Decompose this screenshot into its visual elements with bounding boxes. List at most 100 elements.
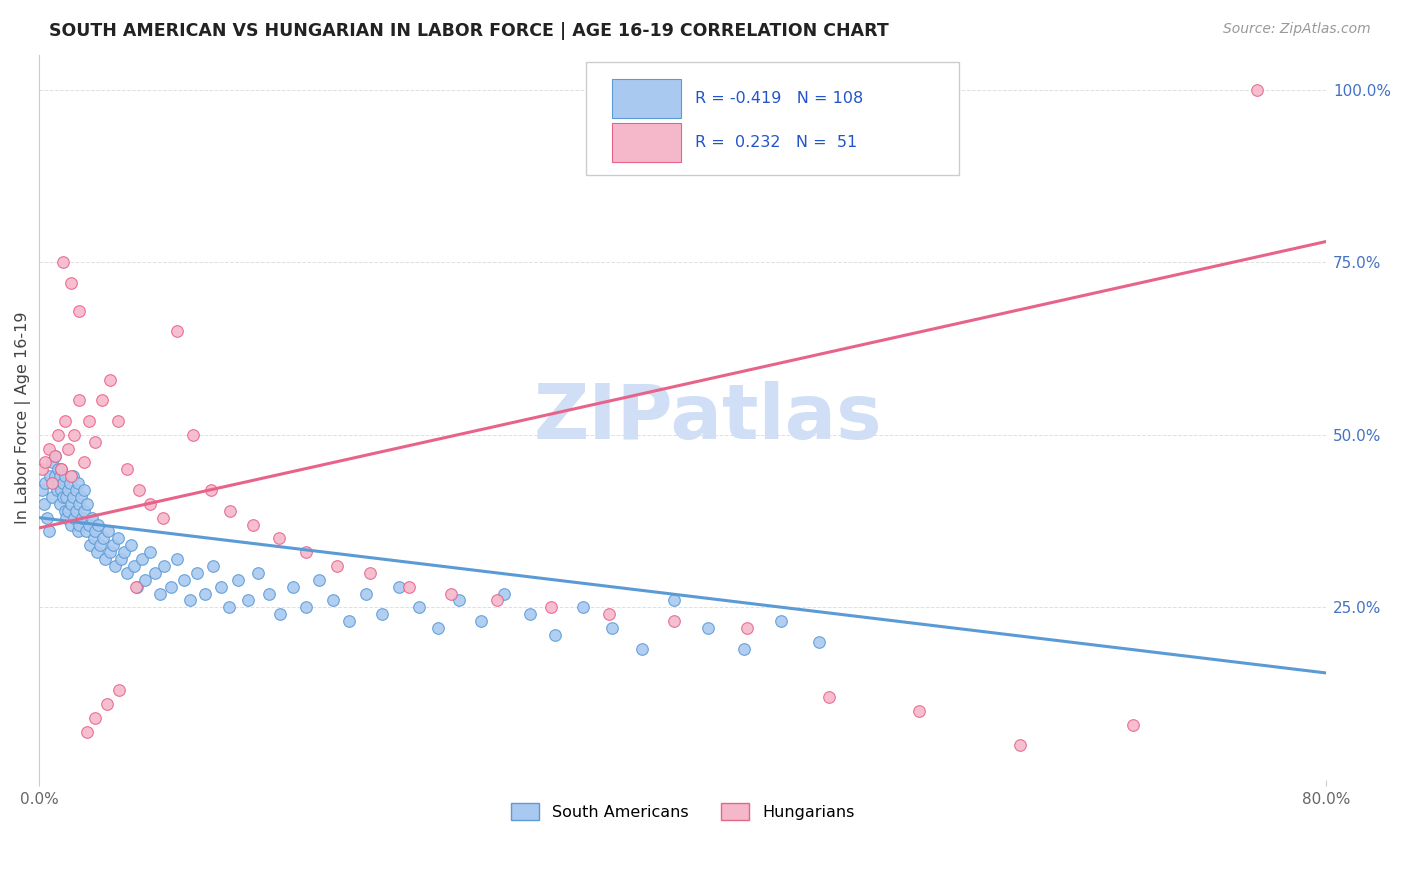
Point — [84, 434, 107, 449]
Point — [103, 558, 125, 573]
Point — [325, 558, 347, 573]
Point — [62, 469, 84, 483]
Point — [60, 497, 83, 511]
Point — [56, 442, 79, 456]
Point — [56, 483, 79, 497]
Point — [46, 476, 69, 491]
Point — [209, 580, 232, 594]
Point — [426, 621, 449, 635]
Point — [818, 690, 841, 705]
Point — [149, 586, 172, 600]
Point — [53, 469, 76, 483]
Point — [388, 580, 411, 594]
Point — [84, 711, 107, 725]
Point — [87, 517, 110, 532]
Point — [60, 469, 83, 483]
Point — [72, 510, 94, 524]
Point — [664, 614, 686, 628]
FancyBboxPatch shape — [612, 79, 682, 119]
Point — [98, 545, 121, 559]
Point — [63, 510, 86, 524]
Point — [58, 476, 80, 491]
Point — [1122, 717, 1144, 731]
Point — [67, 303, 90, 318]
Point — [67, 497, 90, 511]
Point — [55, 510, 77, 524]
Point — [267, 532, 290, 546]
Point — [41, 490, 63, 504]
Point — [46, 462, 69, 476]
Point — [60, 276, 83, 290]
Legend: South Americans, Hungarians: South Americans, Hungarians — [505, 797, 860, 826]
Point — [143, 566, 166, 580]
Point — [46, 427, 69, 442]
Point — [44, 449, 66, 463]
Point — [117, 566, 139, 580]
Point — [65, 483, 87, 497]
Point — [152, 510, 174, 524]
Point — [67, 517, 90, 532]
FancyBboxPatch shape — [612, 122, 682, 161]
Point — [53, 504, 76, 518]
Point — [440, 586, 463, 600]
Point — [447, 593, 470, 607]
Point — [236, 593, 259, 607]
Point — [66, 524, 89, 539]
Point — [631, 641, 654, 656]
Point — [31, 483, 53, 497]
Point — [80, 510, 103, 524]
Point — [127, 580, 149, 594]
Point — [67, 393, 90, 408]
Point — [120, 538, 142, 552]
Point — [60, 517, 83, 532]
Point — [38, 524, 60, 539]
Y-axis label: In Labor Force | Age 16-19: In Labor Force | Age 16-19 — [15, 311, 31, 524]
Point — [65, 504, 87, 518]
Point — [62, 490, 84, 504]
Point — [79, 538, 101, 552]
Point — [219, 504, 242, 518]
Point — [83, 532, 105, 546]
Point — [51, 462, 73, 476]
Point — [697, 621, 720, 635]
Point — [53, 414, 76, 428]
Point — [89, 538, 111, 552]
Point — [354, 586, 377, 600]
Point — [808, 635, 831, 649]
Point — [1246, 83, 1268, 97]
Point — [112, 545, 135, 559]
Point — [139, 545, 162, 559]
Point — [49, 497, 72, 511]
Point — [179, 593, 201, 607]
Text: ZIPatlas: ZIPatlas — [534, 381, 883, 455]
Point — [55, 490, 77, 504]
Text: R = -0.419   N = 108: R = -0.419 N = 108 — [696, 91, 863, 106]
Point — [283, 580, 305, 594]
Point — [124, 580, 146, 594]
Point — [38, 442, 60, 456]
Point — [35, 510, 58, 524]
Point — [34, 476, 56, 491]
Point — [32, 497, 55, 511]
Point — [735, 621, 758, 635]
Point — [492, 586, 515, 600]
Point — [86, 545, 108, 559]
Point — [339, 614, 361, 628]
Point — [63, 427, 86, 442]
Point — [39, 469, 62, 483]
Point — [1010, 739, 1032, 753]
Point — [160, 580, 183, 594]
Point — [246, 566, 269, 580]
Point — [77, 517, 100, 532]
Point — [242, 517, 264, 532]
Point — [42, 476, 65, 491]
Point — [107, 532, 129, 546]
Point — [200, 483, 222, 497]
Point — [183, 427, 205, 442]
Point — [97, 524, 120, 539]
Point — [52, 255, 75, 269]
Point — [101, 538, 124, 552]
Point — [56, 504, 79, 518]
Point — [166, 552, 188, 566]
Point — [134, 573, 156, 587]
